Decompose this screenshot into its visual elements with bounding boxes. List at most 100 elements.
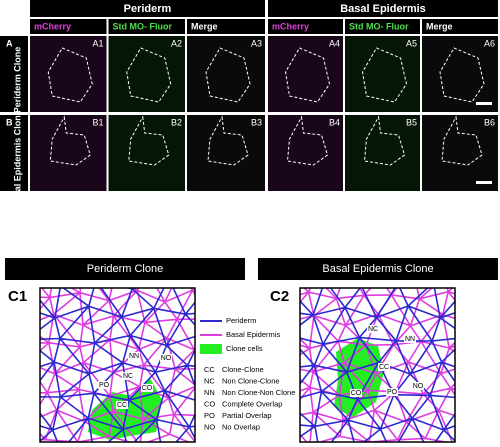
micrograph [422, 115, 498, 191]
annotation-bg [116, 401, 128, 409]
clone-outline [49, 115, 91, 166]
clone-outline [441, 115, 483, 166]
panel-label: A2 [171, 38, 182, 48]
column-header [30, 19, 107, 34]
legend-label: Periderm [226, 316, 256, 325]
micrograph [108, 115, 185, 191]
panel-label: B3 [251, 117, 262, 127]
diagram-border [39, 287, 196, 443]
group-title: Periderm [124, 3, 172, 15]
panel-label: B4 [329, 117, 340, 127]
row-label: Periderm Clone [12, 47, 22, 114]
annotation: CO [351, 390, 362, 397]
scale-bar [476, 102, 492, 105]
annotation-bg [404, 335, 416, 343]
clone-outline [284, 47, 331, 103]
abbreviation: CC [204, 365, 215, 374]
panel-label: A5 [406, 38, 417, 48]
column-title: mCherry [34, 21, 71, 31]
panel-label: C1 [8, 288, 27, 305]
micrograph [268, 115, 343, 191]
annotation-bg [98, 381, 110, 389]
annotation-bg [367, 325, 379, 333]
annotation: PO [387, 389, 398, 396]
abbreviation: CO [204, 399, 215, 408]
abbreviation-meaning: Complete Overlap [222, 399, 282, 408]
panel-title: Basal Epidermis Clone [322, 263, 433, 275]
panel-label: B2 [171, 117, 182, 127]
annotation-bg [378, 363, 390, 371]
abbreviation: NN [204, 388, 215, 397]
panel-label: A6 [484, 38, 495, 48]
micrograph-grid: Periderm Basal Epidermis mCherry Std MO- Fl… [0, 0, 498, 208]
abbreviation-meaning: Non Clone-Clone [222, 376, 280, 385]
annotation: NN [405, 336, 415, 343]
column-header [422, 19, 498, 34]
annotation-bg [122, 372, 134, 380]
clone-outline [361, 47, 408, 103]
annotation: CC [379, 364, 389, 371]
annotation: PO [99, 382, 110, 389]
panel-label: B1 [92, 117, 103, 127]
annotation: NC [123, 373, 133, 380]
annotation-bg [160, 354, 172, 362]
panel-label: B5 [406, 117, 417, 127]
abbreviation-meaning: Partial Overlap [222, 411, 272, 420]
legend-label: Basal Epidermis [226, 330, 280, 339]
clone-outline [207, 115, 249, 166]
abbreviation-meaning: No Overlap [222, 422, 260, 431]
clone-outline [439, 47, 485, 103]
group-header [268, 0, 498, 17]
micrograph [187, 115, 265, 191]
panel-label: C2 [270, 288, 289, 305]
panel-label: B6 [484, 117, 495, 127]
group-title: Basal Epidermis [340, 3, 426, 15]
column-header [108, 19, 185, 34]
annotation-bg [412, 382, 424, 390]
annotation-bg [141, 384, 153, 392]
abbreviation-meaning: Clone-Clone [222, 365, 264, 374]
annotation-bg [128, 352, 140, 360]
clone-outline [128, 115, 170, 166]
column-title: Std MO- Fluor [349, 21, 409, 31]
abbreviation: NC [204, 376, 215, 385]
row-letter: A [6, 38, 13, 48]
row-label-box [0, 36, 28, 112]
column-title: mCherry [272, 21, 309, 31]
row-label-box [0, 115, 28, 191]
abbreviation: PO [204, 411, 215, 420]
abbreviation: NO [204, 422, 215, 431]
clone-outline [363, 115, 406, 166]
diagram-border [299, 287, 456, 443]
group-header [30, 0, 265, 17]
cell-mesh [300, 288, 455, 442]
clone-outline [47, 47, 93, 103]
panel-title: Periderm Clone [87, 263, 163, 275]
micrograph [345, 115, 420, 191]
panel-title-bar [258, 258, 498, 280]
annotation-bg [386, 388, 398, 396]
annotation-bg [350, 389, 362, 397]
legend-swatch [200, 344, 222, 354]
annotation: CO [142, 385, 153, 392]
column-title: Merge [191, 21, 218, 31]
schematic: Periderm Clone C1 NN NO NC PO CO CC Basal Epider… [5, 258, 498, 443]
annotation: NC [368, 326, 378, 333]
row-letter: B [6, 117, 13, 127]
column-title: Merge [426, 21, 453, 31]
abbreviation-meaning: Non Clone-Non Clone [222, 388, 295, 397]
legend-label: Clone cells [226, 344, 263, 353]
column-header [268, 19, 343, 34]
annotation: NN [129, 353, 139, 360]
row-label: Basal Epidermis Clone [12, 110, 22, 208]
clone-outline [286, 115, 329, 166]
panel-title-bar [5, 258, 245, 280]
panel-label: A4 [329, 38, 340, 48]
column-header [345, 19, 420, 34]
annotation: CC [117, 402, 127, 409]
micrograph [30, 115, 107, 191]
panel-label: A3 [251, 38, 262, 48]
column-title: Std MO- Fluor [113, 21, 173, 31]
clone-outline [126, 47, 172, 103]
